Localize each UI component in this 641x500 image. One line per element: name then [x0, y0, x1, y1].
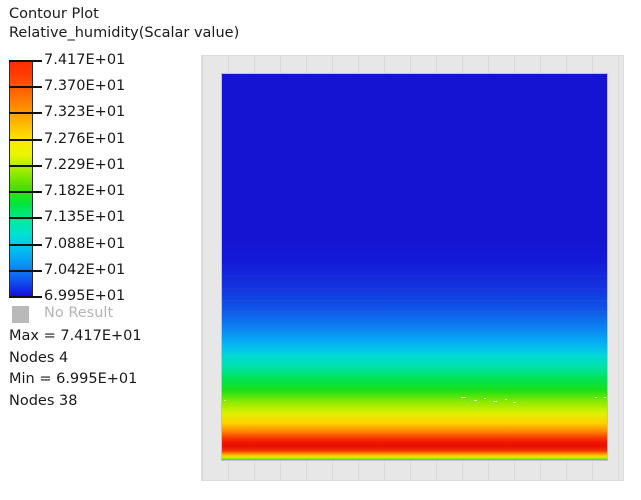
colorbar-tick: [9, 138, 42, 141]
legend-value-label: 7.135E+01: [44, 209, 126, 226]
colorbar-tick: [9, 86, 42, 89]
plot-panel[interactable]: [201, 55, 624, 481]
legend-value-label: 7.276E+01: [44, 130, 126, 147]
isoline-band: [222, 274, 607, 278]
render-artifact: [493, 401, 498, 403]
render-artifact: [504, 399, 507, 401]
render-artifact: [223, 400, 226, 402]
legend-value-label: 7.088E+01: [44, 235, 126, 252]
plot-title-block: Contour Plot Relative_humidity(Scalar va…: [9, 5, 239, 43]
legend-value-label: 7.042E+01: [44, 261, 126, 278]
max-value-line: Max = 7.417E+01: [9, 328, 142, 344]
render-artifact: [460, 397, 466, 399]
page-title: Contour Plot: [9, 6, 99, 22]
legend-value-label: 7.370E+01: [44, 78, 126, 95]
no-result-label: No Result: [44, 305, 114, 322]
legend-value-label: 7.229E+01: [44, 156, 126, 173]
render-artifact: [595, 396, 598, 398]
isoline-band: [222, 299, 607, 303]
colorbar[interactable]: [9, 60, 33, 296]
contour-field[interactable]: [221, 73, 608, 461]
colorbar-tick: [9, 296, 42, 298]
colorbar-gradient: [9, 60, 33, 296]
legend-value-label: 7.182E+01: [44, 183, 126, 200]
render-artifact: [603, 397, 606, 399]
colorbar-tick: [9, 191, 42, 194]
plot-subtitle: Relative_humidity(Scalar value): [9, 25, 240, 41]
render-artifact: [474, 400, 478, 402]
isoline-band: [222, 311, 607, 315]
isoline-band: [222, 288, 607, 292]
max-nodes-line: Nodes 4: [9, 349, 69, 366]
no-result-swatch: [12, 306, 29, 324]
colorbar-tick: [9, 164, 42, 167]
legend-value-label: 6.995E+01: [44, 288, 126, 304]
legend-value-label: 7.417E+01: [44, 52, 126, 68]
colorbar-tick: [9, 217, 42, 220]
colorbar-tick: [9, 60, 42, 62]
colorbar-tick: [9, 243, 42, 246]
legend-value-label: 7.323E+01: [44, 104, 126, 121]
min-nodes-line: Nodes 38: [9, 392, 78, 409]
min-value-line: Min = 6.995E+01: [9, 371, 138, 387]
statistics-block: Max = 7.417E+01 Nodes 4 Min = 6.995E+01 …: [9, 326, 142, 412]
render-artifact: [483, 398, 486, 400]
render-artifact: [512, 402, 516, 404]
colorbar-tick: [9, 269, 42, 272]
colorbar-tick: [9, 112, 42, 115]
